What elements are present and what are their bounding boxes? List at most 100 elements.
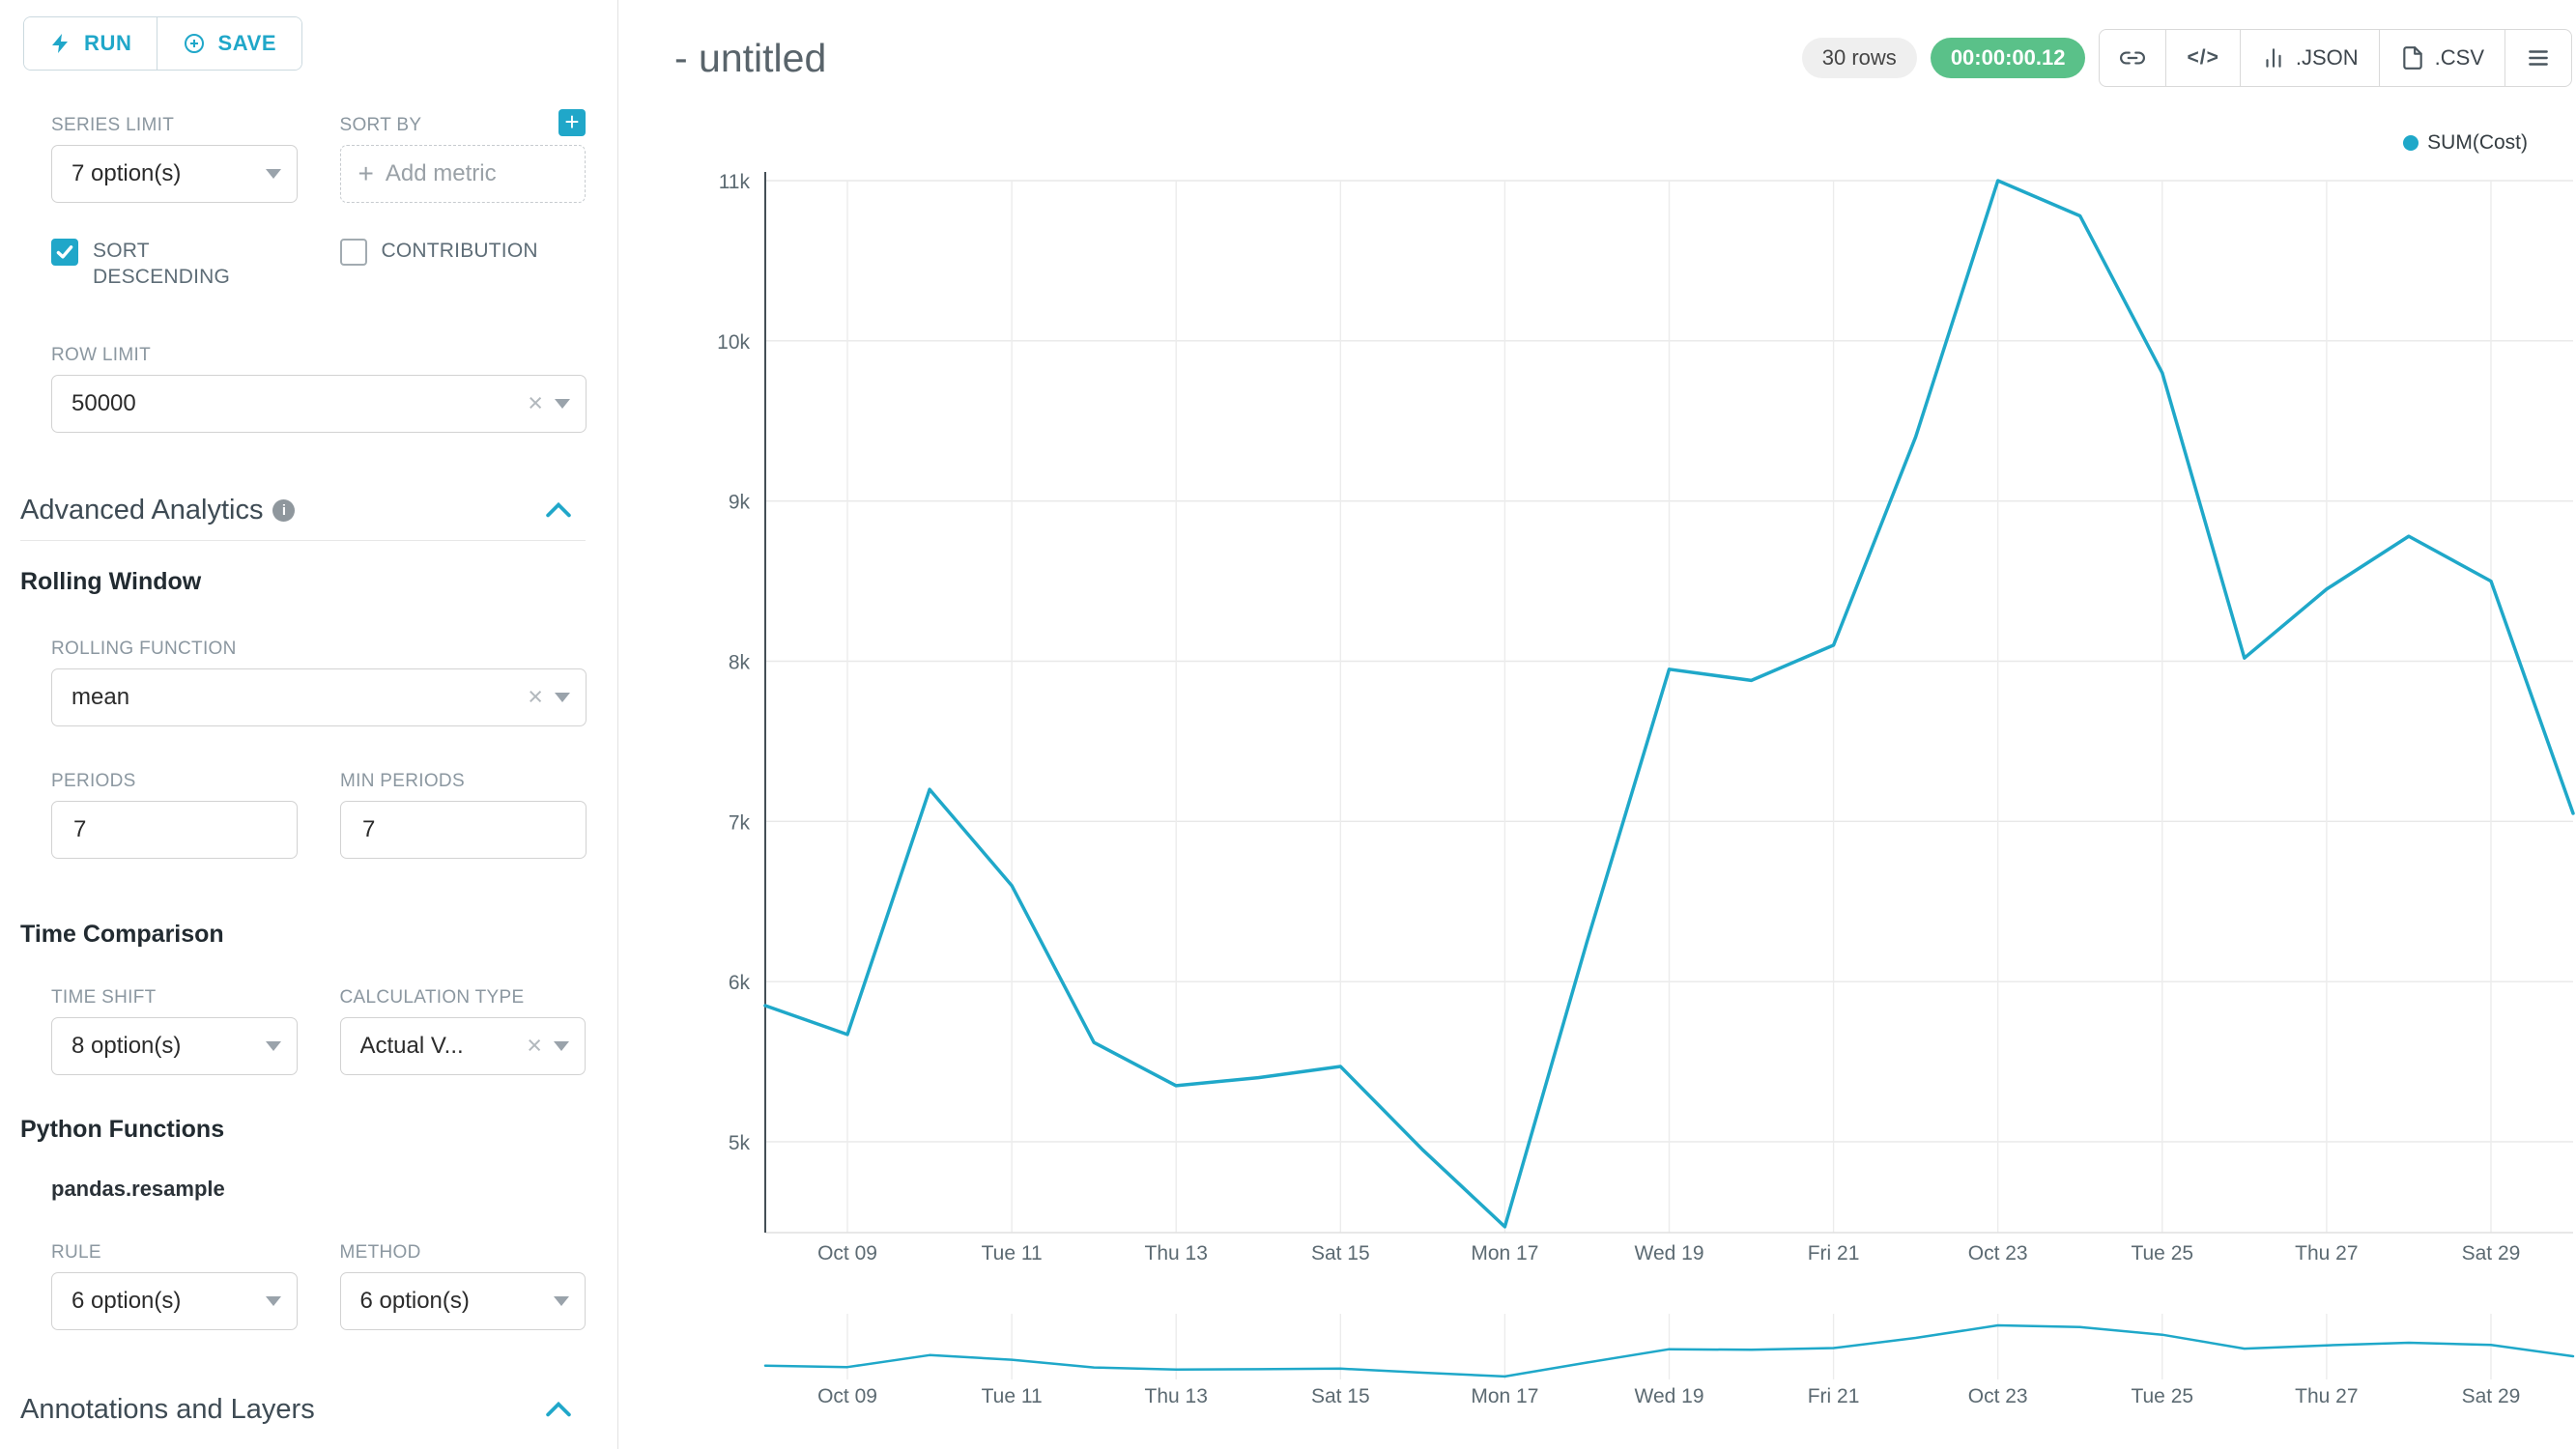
- svg-text:Oct 09: Oct 09: [817, 1385, 877, 1407]
- svg-text:8k: 8k: [729, 651, 751, 673]
- svg-text:Oct 23: Oct 23: [1968, 1242, 2028, 1264]
- annotations-header[interactable]: Annotations and Layers: [20, 1394, 586, 1426]
- legend-label: SUM(Cost): [2427, 131, 2528, 154]
- run-label: RUN: [84, 31, 132, 55]
- advanced-analytics-header[interactable]: Advanced Analytics i: [20, 495, 586, 526]
- svg-text:6k: 6k: [729, 972, 751, 994]
- svg-text:5k: 5k: [729, 1132, 751, 1154]
- svg-text:Wed 19: Wed 19: [1635, 1242, 1704, 1264]
- run-button[interactable]: RUN: [24, 17, 157, 70]
- info-icon: i: [272, 498, 296, 522]
- advanced-analytics-title: Advanced Analytics: [20, 494, 264, 526]
- method-label: METHOD: [339, 1241, 421, 1263]
- copy-link-button[interactable]: [2099, 29, 2167, 87]
- chevron-down-icon: [555, 398, 570, 409]
- legend-dot: [2403, 135, 2419, 151]
- chevron-down-icon: [554, 1295, 569, 1306]
- export-csv-button[interactable]: .CSV: [2378, 29, 2505, 87]
- chart-area: 5k 6k 7k 8k 9k 10k 11k Oct 09 Oct 09 Tue 11 Tue 11…: [618, 0, 2576, 1449]
- chevron-down-icon: [265, 169, 281, 179]
- control-panel: RUN SAVE SERIES LIMIT 7 option(s): [0, 0, 618, 1449]
- periods-input[interactable]: [51, 800, 298, 859]
- chevron-up-icon[interactable]: [545, 501, 572, 519]
- chart-toolbar: 30 rows 00:00:00.12 </>: [1801, 29, 2572, 87]
- menu-button[interactable]: [2504, 29, 2572, 87]
- method-select[interactable]: 6 option(s): [339, 1271, 586, 1330]
- chevron-down-icon: [265, 1295, 281, 1306]
- bolt-icon: [52, 34, 68, 53]
- save-label: SAVE: [217, 31, 277, 55]
- periods-label: PERIODS: [51, 770, 136, 791]
- rolling-function-value: mean: [72, 683, 130, 710]
- svg-text:Thu 27: Thu 27: [2295, 1385, 2358, 1407]
- svg-text:Oct 09: Oct 09: [817, 1242, 877, 1264]
- svg-text:Mon 17: Mon 17: [1471, 1242, 1538, 1264]
- timer-badge: 00:00:00.12: [1930, 38, 2086, 78]
- rule-label: RULE: [51, 1241, 101, 1263]
- svg-text:Tue 11: Tue 11: [982, 1385, 1043, 1407]
- svg-text:Thu 13: Thu 13: [1145, 1242, 1208, 1264]
- row-limit-label: ROW LIMIT: [51, 344, 151, 365]
- svg-text:Thu 13: Thu 13: [1145, 1385, 1208, 1407]
- rolling-function-select[interactable]: mean ×: [51, 668, 587, 726]
- sort-by-add-metric[interactable]: + Add metric: [339, 145, 586, 203]
- python-functions-title: Python Functions: [20, 1115, 225, 1143]
- calculation-type-value: Actual V...: [359, 1032, 464, 1059]
- link-icon: [2120, 51, 2146, 65]
- time-shift-label: TIME SHIFT: [51, 986, 157, 1008]
- series-limit-label: SERIES LIMIT: [51, 115, 175, 135]
- add-metric-plus-button[interactable]: +: [558, 109, 586, 136]
- svg-text:9k: 9k: [729, 492, 751, 514]
- add-metric-placeholder: Add metric: [385, 160, 497, 186]
- row-count-badge: 30 rows: [1801, 38, 1917, 78]
- code-icon: </>: [2187, 46, 2219, 69]
- sort-descending-checkbox[interactable]: SORT DESCENDING: [51, 238, 298, 291]
- row-limit-select[interactable]: 50000 ×: [51, 374, 587, 433]
- min-periods-input[interactable]: [340, 800, 587, 859]
- time-shift-value: 8 option(s): [72, 1032, 182, 1059]
- view-query-button[interactable]: </>: [2165, 29, 2241, 87]
- contribution-label: CONTRIBUTION: [381, 240, 538, 262]
- export-button-group: </> .JSON .CSV: [2099, 29, 2572, 87]
- checkbox-checked-icon: [51, 239, 78, 266]
- plus-icon: +: [358, 158, 374, 188]
- rolling-window-title: Rolling Window: [20, 567, 202, 595]
- chart-legend[interactable]: SUM(Cost): [2403, 131, 2528, 155]
- time-shift-select[interactable]: 8 option(s): [51, 1016, 298, 1075]
- svg-text:Sat 15: Sat 15: [1311, 1385, 1370, 1407]
- calculation-type-select[interactable]: Actual V... ×: [339, 1016, 586, 1075]
- save-button[interactable]: SAVE: [157, 17, 302, 70]
- rule-select[interactable]: 6 option(s): [51, 1271, 298, 1330]
- svg-text:Sat 29: Sat 29: [2462, 1385, 2521, 1407]
- hamburger-icon: [2529, 50, 2548, 66]
- series-limit-select[interactable]: 7 option(s): [51, 145, 298, 203]
- svg-text:Sat 15: Sat 15: [1311, 1242, 1370, 1264]
- svg-text:10k: 10k: [717, 331, 750, 354]
- svg-text:Mon 17: Mon 17: [1471, 1385, 1538, 1407]
- contribution-checkbox[interactable]: CONTRIBUTION: [339, 238, 587, 266]
- svg-text:11k: 11k: [719, 171, 751, 193]
- chevron-up-icon[interactable]: [545, 1401, 572, 1418]
- clear-icon[interactable]: ×: [528, 388, 543, 418]
- chevron-down-icon: [265, 1040, 281, 1051]
- sort-descending-label: SORT DESCENDING: [93, 240, 231, 289]
- time-comparison-title: Time Comparison: [20, 920, 224, 948]
- svg-text:7k: 7k: [729, 811, 751, 834]
- svg-text:Sat 29: Sat 29: [2462, 1242, 2521, 1264]
- sort-by-label: SORT BY: [339, 115, 422, 135]
- method-value: 6 option(s): [359, 1287, 470, 1314]
- export-json-button[interactable]: .JSON: [2239, 29, 2380, 87]
- svg-text:Thu 27: Thu 27: [2295, 1242, 2358, 1264]
- svg-text:Fri 21: Fri 21: [1808, 1385, 1860, 1407]
- chevron-down-icon: [554, 1040, 569, 1051]
- row-limit-value: 50000: [72, 389, 136, 416]
- clear-icon[interactable]: ×: [527, 1031, 542, 1061]
- checkbox-unchecked-icon: [339, 239, 367, 266]
- annotations-title: Annotations and Layers: [20, 1393, 315, 1425]
- clear-icon[interactable]: ×: [528, 682, 543, 712]
- chevron-down-icon: [555, 692, 570, 702]
- calculation-type-label: CALCULATION TYPE: [339, 986, 525, 1008]
- timeseries-line-chart[interactable]: 5k 6k 7k 8k 9k 10k 11k Oct 09 Oct 09 Tue 11 Tue 11…: [618, 0, 2575, 1449]
- chart-title: - untitled: [674, 35, 827, 80]
